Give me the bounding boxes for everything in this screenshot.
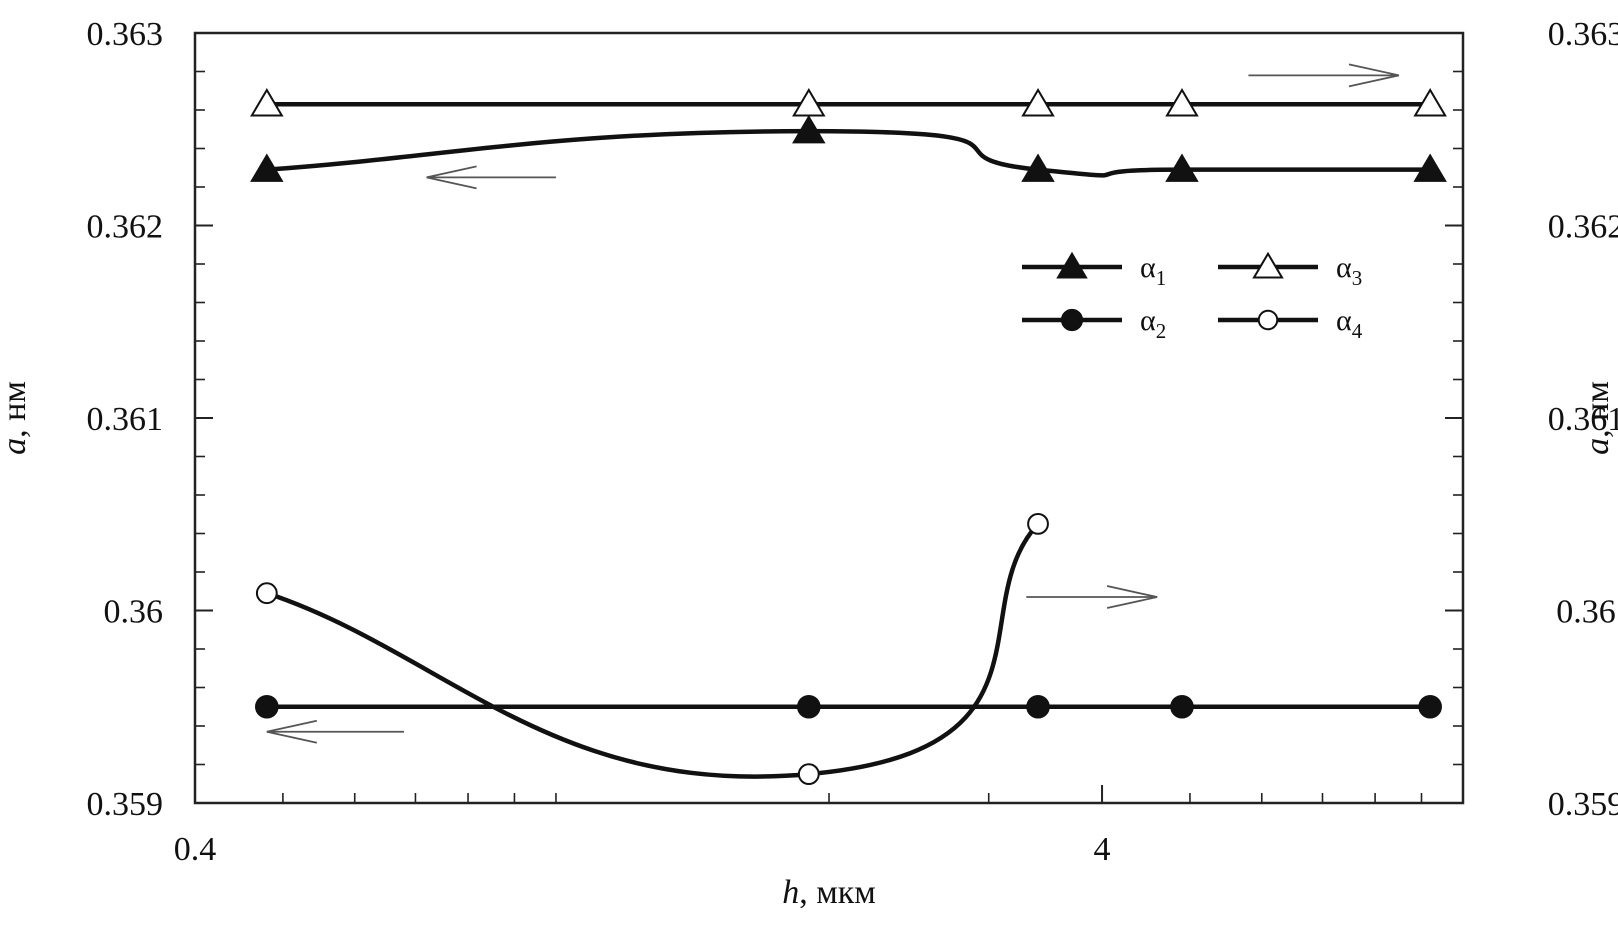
- axis-ticks: [194, 32, 1464, 804]
- x-axis-title: h, мкм: [782, 874, 876, 911]
- y-tick-label-left: 0.362: [87, 209, 164, 246]
- y-tick-label-left: 0.359: [87, 786, 164, 823]
- data-point: [796, 694, 821, 719]
- y-tick-label-right: 0.36: [1556, 594, 1616, 631]
- arrow-head-upper: [426, 165, 477, 179]
- x-tick-label: 0.4: [174, 831, 217, 868]
- data-point: [1165, 88, 1199, 117]
- y-tick-label-left: 0.363: [87, 16, 164, 53]
- legend-label: α3: [1336, 251, 1362, 290]
- data-point: [255, 582, 278, 605]
- y-tick-label-right: 0.361: [1548, 401, 1618, 438]
- y-tick-label-left: 0.36: [104, 594, 164, 631]
- arrow-right: [1026, 585, 1158, 609]
- data-point: [250, 88, 284, 117]
- arrow-left: [266, 719, 405, 744]
- data-point: [1418, 694, 1442, 719]
- x-tick-label: 4: [1094, 831, 1111, 868]
- series-line: [266, 128, 1431, 178]
- y-tick-label-left: 0.361: [87, 401, 164, 438]
- arrow-head-lower: [1106, 596, 1158, 609]
- arrow-left: [426, 165, 556, 190]
- series-line: [266, 522, 1040, 779]
- legend-label: α1: [1140, 251, 1166, 290]
- arrow-head-upper: [1106, 585, 1158, 598]
- data-point: [250, 153, 284, 182]
- data-point: [1165, 153, 1199, 182]
- legend-entry: α2: [1022, 304, 1166, 343]
- series-layer: [250, 88, 1447, 786]
- data-point: [797, 763, 820, 786]
- data-point: [1413, 153, 1447, 182]
- arrow-right: [1248, 63, 1400, 88]
- legend-entry: α1: [1022, 251, 1166, 290]
- legend-label: α4: [1336, 304, 1363, 343]
- data-point: [792, 114, 826, 144]
- direction-arrows: [266, 63, 1400, 744]
- data-point: [1413, 88, 1447, 117]
- legend-label: α2: [1140, 304, 1166, 343]
- arrow-head-lower: [1348, 74, 1400, 88]
- data-point: [255, 694, 279, 719]
- arrow-head-upper: [266, 719, 318, 733]
- series-α4: [255, 512, 1049, 786]
- legend-marker: [1252, 251, 1284, 279]
- series-α2: [255, 694, 1442, 719]
- legend-marker: [1257, 309, 1279, 331]
- plot-frame: [193, 31, 1465, 805]
- legend-entry: α4: [1218, 304, 1363, 343]
- data-point: [1170, 694, 1194, 719]
- data-point: [792, 88, 826, 117]
- series-α3: [250, 88, 1447, 117]
- legend-entry: α3: [1218, 251, 1362, 290]
- legend-marker: [1060, 308, 1084, 332]
- legend: α1 α3 α2 α4: [1022, 251, 1363, 343]
- arrow-head-upper: [1348, 63, 1400, 77]
- arrow-head-lower: [266, 730, 318, 744]
- legend-marker: [1056, 251, 1088, 279]
- arrow-head-lower: [426, 176, 477, 190]
- y-axis-title-left: a, нм: [0, 381, 33, 455]
- y-tick-label-right: 0.363: [1548, 16, 1618, 53]
- y-tick-label-right: 0.362: [1548, 209, 1618, 246]
- y-tick-label-right: 0.359: [1548, 786, 1618, 823]
- data-point: [1026, 694, 1050, 719]
- axis-labels: 0.359 0.359 0.36 0.36 0.361 0.361 0.362 0.362 0.…: [87, 16, 1618, 868]
- data-point: [1021, 153, 1055, 182]
- data-point: [1021, 88, 1055, 117]
- y-axis-title-right: a, нм: [1579, 381, 1616, 455]
- data-point: [1027, 512, 1049, 535]
- series-α1: [250, 114, 1447, 182]
